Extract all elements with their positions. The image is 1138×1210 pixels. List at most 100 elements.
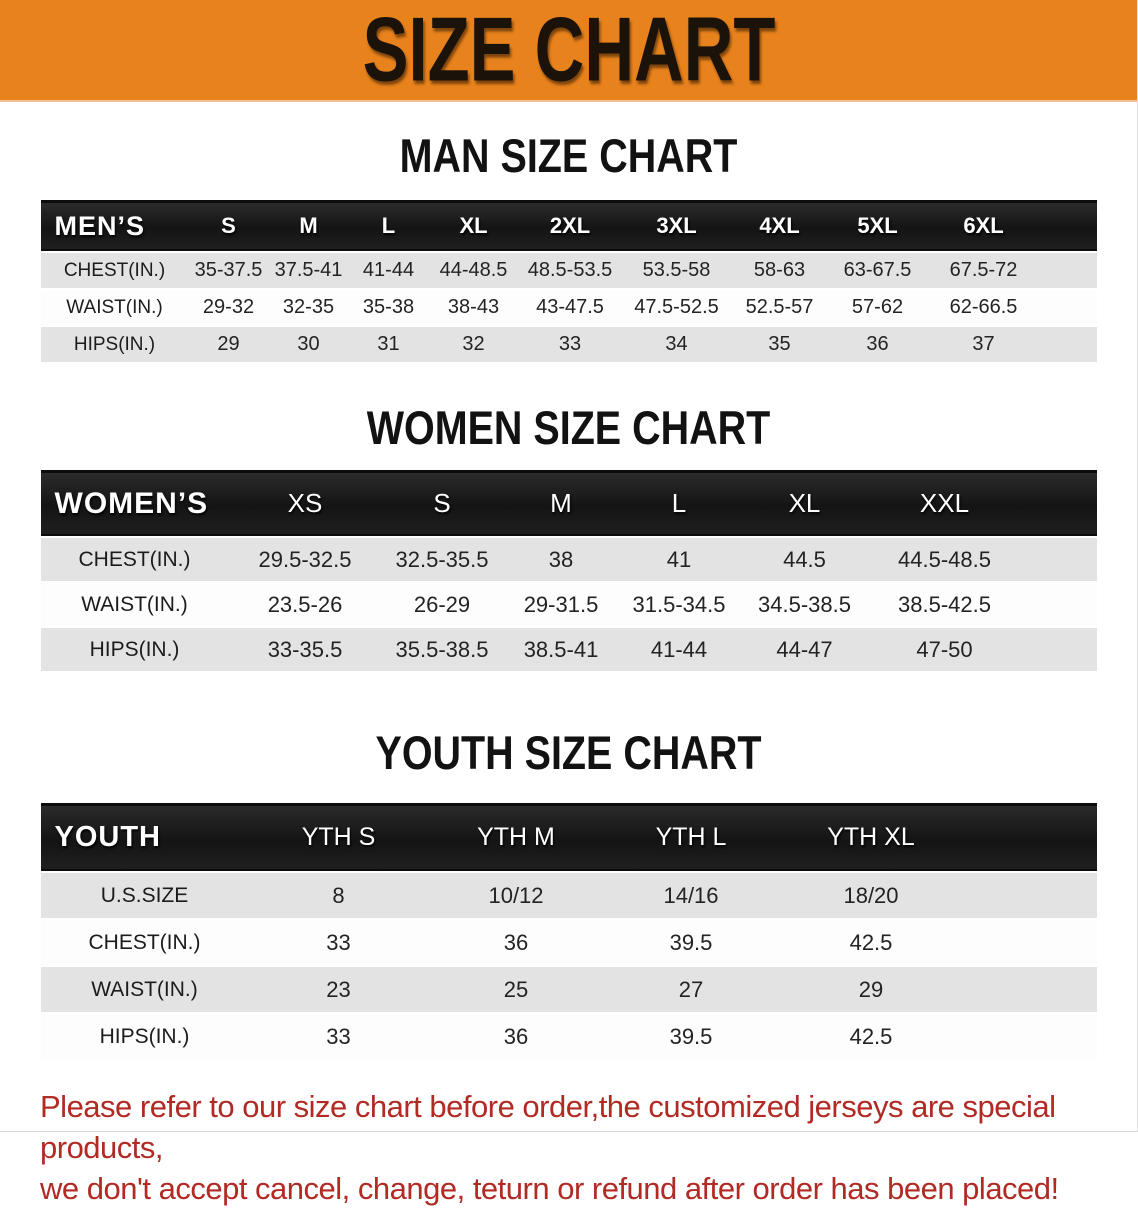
- measurement-value: 26-29: [381, 581, 503, 626]
- measurement-label: WAIST(IN.): [40, 965, 249, 1012]
- youth-size-table: YOUTH YTH S YTH M YTH L YTH XL U.S.SIZE 8 10/1…: [40, 803, 1097, 1059]
- size-chart-banner: SIZE CHART: [0, 0, 1137, 102]
- measurement-value: 29-31.5: [502, 581, 620, 626]
- measurement-label: CHEST(IN.): [40, 536, 229, 581]
- measurement-row: U.S.SIZE 8 10/12 14/16 18/20: [40, 871, 1097, 918]
- row-spacer-cell: [1039, 288, 1097, 325]
- measurement-value: 32: [428, 325, 519, 362]
- measurement-row: HIPS(IN.) 33-35.5 35.5-38.5 38.5-41 41-44 44-…: [40, 626, 1097, 671]
- row-spacer-cell: [1018, 536, 1097, 581]
- measurement-value: 33-35.5: [228, 626, 382, 671]
- measurement-value: 33: [248, 918, 429, 965]
- size-column-header: XL: [738, 470, 871, 536]
- measurement-value: 53.5-58: [621, 251, 732, 288]
- measurement-value: 36: [827, 325, 928, 362]
- measurement-value: 34.5-38.5: [738, 581, 871, 626]
- measurement-value: 23.5-26: [228, 581, 382, 626]
- measurement-value: 41-44: [348, 251, 429, 288]
- measurement-value: 52.5-57: [731, 288, 828, 325]
- measurement-value: 39.5: [603, 1012, 779, 1059]
- measurement-value: 44-48.5: [428, 251, 519, 288]
- row-spacer-cell: [1039, 325, 1097, 362]
- measurement-row: CHEST(IN.) 33 36 39.5 42.5: [40, 918, 1097, 965]
- women-size-title: WOMEN SIZE CHART: [366, 401, 771, 454]
- size-column-header: YTH S: [248, 803, 429, 871]
- measurement-value: 31.5-34.5: [619, 581, 739, 626]
- row-group-label: YOUTH: [40, 803, 249, 871]
- size-column-header: L: [348, 200, 429, 251]
- youth-size-section: YOUTH SIZE CHART YOUTH YTH S YTH M YTH L YTH…: [0, 729, 1137, 1059]
- women-size-table: WOMEN’S XS S M L XL XXL CHEST(IN.) 29.5-32.5 32.…: [40, 470, 1097, 671]
- measurement-label: CHEST(IN.): [40, 918, 249, 965]
- man-size-table: MEN’S S M L XL 2XL 3XL 4XL 5XL 6XL CHEST(IN.) 35-3…: [40, 200, 1097, 362]
- measurement-value: 23: [248, 965, 429, 1012]
- measurement-value: 32-35: [268, 288, 349, 325]
- measurement-value: 10/12: [428, 871, 604, 918]
- measurement-label: HIPS(IN.): [40, 1012, 249, 1059]
- measurement-value: 58-63: [731, 251, 828, 288]
- measurement-value: 32.5-35.5: [381, 536, 503, 581]
- row-group-label: MEN’S: [40, 200, 189, 251]
- measurement-label: HIPS(IN.): [40, 325, 189, 362]
- measurement-value: 36: [428, 918, 604, 965]
- size-column-header: YTH XL: [778, 803, 964, 871]
- measurement-value: 29: [188, 325, 269, 362]
- measurement-value: 30: [268, 325, 349, 362]
- measurement-value: 18/20: [778, 871, 964, 918]
- measurement-value: 42.5: [778, 918, 964, 965]
- row-spacer-cell: [963, 918, 1097, 965]
- measurement-value: 34: [621, 325, 732, 362]
- size-column-header: 2XL: [518, 200, 622, 251]
- man-table-header-row: MEN’S S M L XL 2XL 3XL 4XL 5XL 6XL: [40, 200, 1097, 251]
- measurement-value: 47-50: [870, 626, 1019, 671]
- size-column-header: L: [619, 470, 739, 536]
- measurement-value: 31: [348, 325, 429, 362]
- measurement-row: HIPS(IN.) 33 36 39.5 42.5: [40, 1012, 1097, 1059]
- man-size-section: MAN SIZE CHART MEN’S S M L XL 2XL 3XL 4XL 5XL 6XL…: [0, 132, 1137, 362]
- measurement-row: WAIST(IN.) 23.5-26 26-29 29-31.5 31.5-34.5 34…: [40, 581, 1097, 626]
- header-spacer-cell: [1018, 470, 1097, 536]
- measurement-value: 67.5-72: [927, 251, 1040, 288]
- women-size-section: WOMEN SIZE CHART WOMEN’S XS S M L XL XXL CHEST…: [0, 404, 1137, 671]
- row-spacer-cell: [1039, 251, 1097, 288]
- measurement-value: 39.5: [603, 918, 779, 965]
- women-table-header-row: WOMEN’S XS S M L XL XXL: [40, 470, 1097, 536]
- measurement-value: 38.5-42.5: [870, 581, 1019, 626]
- measurement-label: HIPS(IN.): [40, 626, 229, 671]
- measurement-value: 35-38: [348, 288, 429, 325]
- row-spacer-cell: [963, 965, 1097, 1012]
- size-column-header: 3XL: [621, 200, 732, 251]
- measurement-value: 35-37.5: [188, 251, 269, 288]
- measurement-value: 27: [603, 965, 779, 1012]
- size-column-header: S: [381, 470, 503, 536]
- size-column-header: XL: [428, 200, 519, 251]
- measurement-value: 33: [518, 325, 622, 362]
- measurement-label: WAIST(IN.): [40, 288, 189, 325]
- measurement-label: WAIST(IN.): [40, 581, 229, 626]
- measurement-row: CHEST(IN.) 29.5-32.5 32.5-35.5 38 41 44.5 44.5…: [40, 536, 1097, 581]
- measurement-value: 44.5: [738, 536, 871, 581]
- measurement-value: 44.5-48.5: [870, 536, 1019, 581]
- row-spacer-cell: [963, 871, 1097, 918]
- measurement-value: 14/16: [603, 871, 779, 918]
- measurement-value: 57-62: [827, 288, 928, 325]
- size-column-header: YTH M: [428, 803, 604, 871]
- measurement-value: 29-32: [188, 288, 269, 325]
- measurement-value: 48.5-53.5: [518, 251, 622, 288]
- size-column-header: YTH L: [603, 803, 779, 871]
- measurement-value: 25: [428, 965, 604, 1012]
- size-column-header: XXL: [870, 470, 1019, 536]
- measurement-value: 63-67.5: [827, 251, 928, 288]
- measurement-label: CHEST(IN.): [40, 251, 189, 288]
- size-column-header: 5XL: [827, 200, 928, 251]
- row-spacer-cell: [963, 1012, 1097, 1059]
- measurement-value: 44-47: [738, 626, 871, 671]
- measurement-value: 29.5-32.5: [228, 536, 382, 581]
- measurement-row: CHEST(IN.) 35-37.5 37.5-41 41-44 44-48.5 48.5…: [40, 251, 1097, 288]
- disclaimer-line-2: we don't accept cancel, change, teturn o…: [40, 1171, 1059, 1207]
- measurement-value: 35.5-38.5: [381, 626, 503, 671]
- measurement-value: 37.5-41: [268, 251, 349, 288]
- measurement-value: 35: [731, 325, 828, 362]
- measurement-label: U.S.SIZE: [40, 871, 249, 918]
- measurement-value: 41: [619, 536, 739, 581]
